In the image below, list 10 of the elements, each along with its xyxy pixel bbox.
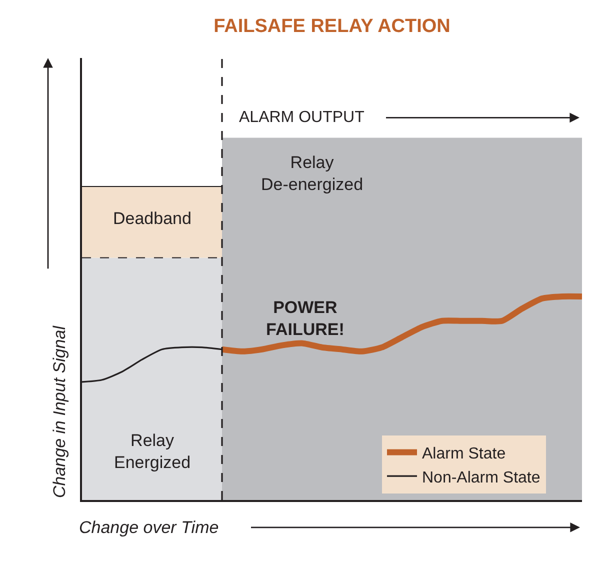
band-label: Relay De-energized — [261, 153, 364, 194]
legend-label: Alarm State — [422, 446, 506, 463]
chart-title: FAILSAFE RELAY ACTION — [214, 16, 450, 38]
text: ALARM OUTPUT — [239, 109, 365, 126]
y-axis-title: Change in Input Signal — [50, 324, 69, 498]
legend-label: Non-Alarm State — [422, 469, 540, 486]
band-label: Deadband — [113, 209, 192, 228]
annotation: POWER FAILURE! — [266, 298, 344, 340]
band-label: Relay Energized — [114, 431, 191, 472]
x-axis-title: Change over Time — [79, 518, 219, 537]
